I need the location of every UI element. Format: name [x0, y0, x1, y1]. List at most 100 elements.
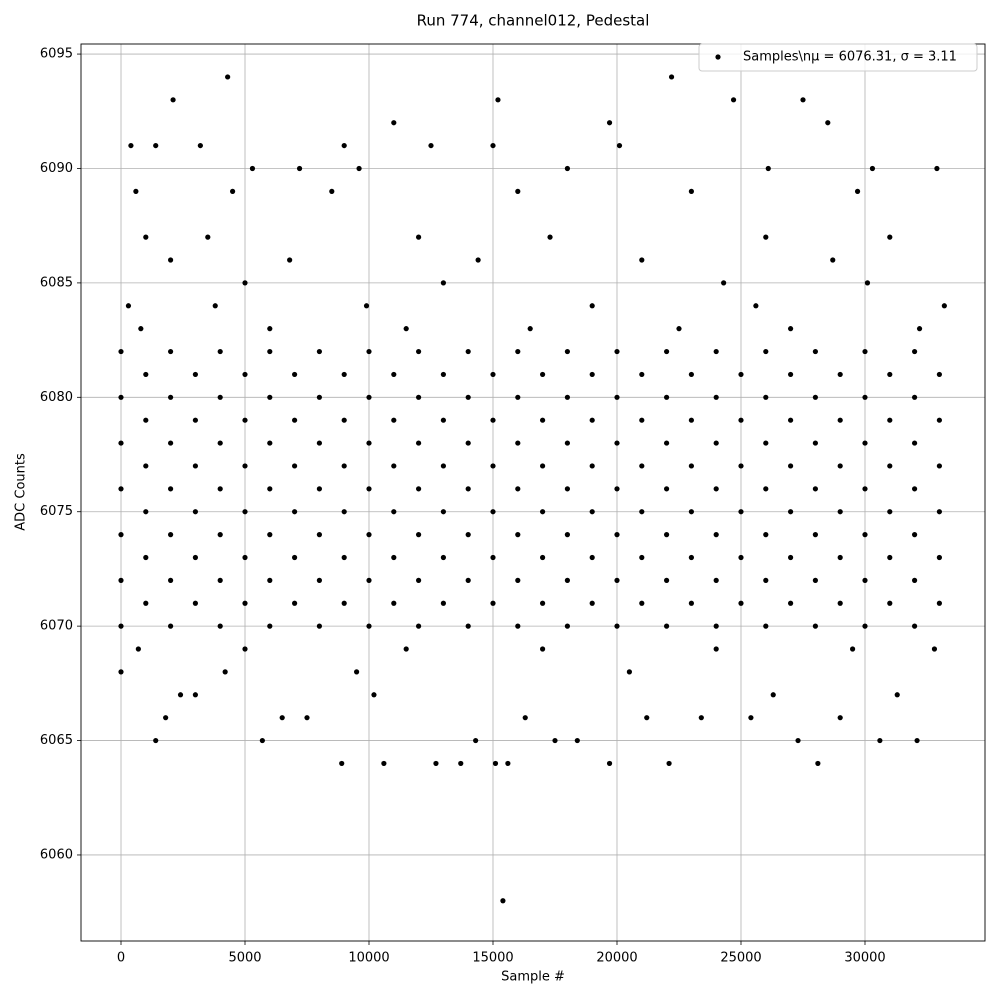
data-point: [688, 509, 694, 515]
data-point: [713, 623, 719, 629]
data-point: [143, 371, 149, 378]
data-point: [663, 348, 670, 355]
data-point: [547, 234, 553, 240]
data-point: [837, 371, 843, 378]
data-point: [564, 623, 570, 629]
data-point: [168, 257, 174, 263]
x-tick-label: 10000: [348, 951, 389, 966]
data-point: [153, 737, 159, 744]
data-point: [168, 486, 174, 492]
data-point: [292, 509, 298, 515]
data-point: [168, 394, 174, 400]
data-point: [217, 532, 223, 538]
data-point: [877, 737, 883, 744]
data-point: [440, 417, 446, 423]
data-point: [639, 509, 645, 515]
data-point: [606, 760, 613, 767]
data-point: [192, 554, 199, 561]
data-point: [341, 600, 347, 606]
data-point: [539, 509, 546, 515]
data-point: [698, 715, 704, 721]
data-point: [887, 509, 893, 515]
data-point: [748, 715, 754, 721]
data-point: [242, 371, 248, 378]
data-point: [626, 669, 632, 675]
data-point: [415, 532, 422, 538]
data-point: [589, 417, 595, 423]
data-point: [639, 417, 645, 423]
data-point: [128, 142, 134, 149]
data-point: [192, 417, 199, 423]
data-point: [267, 532, 273, 538]
data-point: [415, 440, 422, 446]
data-point: [366, 348, 372, 355]
data-point: [688, 600, 694, 606]
data-point: [589, 554, 595, 561]
data-point: [730, 97, 737, 103]
data-point: [168, 623, 174, 629]
data-point: [515, 440, 521, 446]
data-point: [292, 554, 298, 561]
data-point: [564, 165, 570, 172]
data-point: [391, 554, 397, 561]
data-point: [490, 371, 496, 378]
data-point: [589, 600, 595, 606]
data-point: [339, 760, 345, 767]
data-point: [366, 532, 372, 538]
data-point: [812, 394, 818, 400]
data-point: [118, 348, 124, 355]
data-point: [192, 692, 199, 698]
y-tick-label: 6080: [40, 390, 73, 405]
data-point: [862, 440, 868, 446]
data-point: [564, 486, 570, 492]
data-point: [267, 577, 273, 583]
y-tick-label: 6075: [40, 504, 73, 519]
data-point: [911, 486, 918, 492]
data-point: [415, 234, 422, 240]
data-point: [763, 486, 769, 492]
data-point: [713, 394, 719, 400]
data-point: [564, 577, 570, 583]
data-point: [869, 165, 876, 172]
data-point: [639, 257, 645, 263]
data-point: [639, 371, 645, 378]
data-point: [492, 760, 499, 767]
data-point: [212, 303, 218, 309]
x-tick-label: 5000: [228, 951, 261, 966]
data-point: [911, 394, 918, 400]
data-point: [465, 440, 471, 446]
data-point: [812, 532, 818, 538]
data-point: [475, 257, 481, 263]
data-point: [616, 142, 623, 149]
data-point: [505, 760, 511, 767]
data-point: [688, 188, 694, 194]
data-point: [133, 188, 139, 194]
data-point: [887, 600, 893, 606]
data-point: [539, 463, 546, 469]
data-point: [606, 120, 613, 126]
data-point: [242, 509, 248, 515]
data-point: [738, 417, 744, 423]
data-point: [242, 417, 248, 423]
data-point: [292, 463, 298, 469]
data-point: [168, 440, 174, 446]
data-point: [440, 600, 446, 606]
data-point: [916, 326, 923, 332]
data-point: [787, 600, 794, 606]
data-point: [787, 417, 794, 423]
data-point: [812, 348, 818, 355]
data-point: [574, 737, 580, 744]
legend-box: [698, 43, 978, 72]
data-point: [242, 600, 248, 606]
data-point: [192, 600, 199, 606]
data-point: [887, 554, 893, 561]
y-tick-label: 6090: [40, 161, 73, 176]
data-point: [287, 257, 293, 263]
data-point: [564, 394, 570, 400]
data-point: [329, 188, 335, 194]
data-point: [465, 577, 471, 583]
data-point: [787, 509, 794, 515]
data-point: [168, 577, 174, 583]
data-point: [666, 760, 672, 767]
data-point: [614, 440, 620, 446]
